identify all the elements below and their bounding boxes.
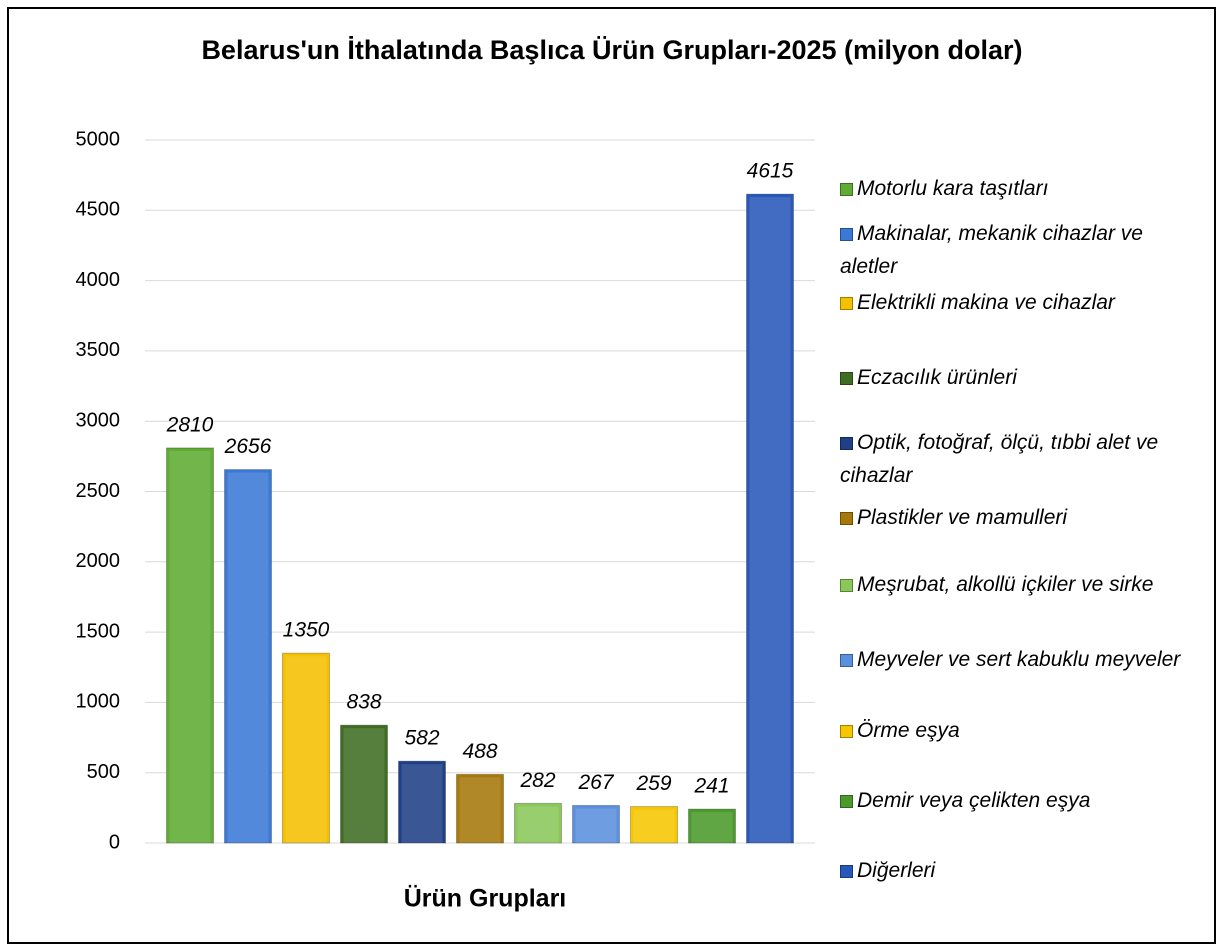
y-tick-label: 0 [109, 831, 120, 853]
bar-bevel [285, 656, 327, 843]
bar-bevel [633, 809, 675, 843]
bar [166, 447, 214, 844]
y-tick-label: 3500 [76, 339, 121, 361]
legend-swatch [840, 654, 853, 667]
bar [746, 193, 794, 844]
bar [398, 760, 446, 844]
legend-swatch [840, 795, 853, 808]
bar-bevel [401, 764, 443, 843]
y-tick-label: 5000 [76, 128, 121, 150]
legend-label: Diğerleri [857, 859, 936, 882]
legend-label: Plastikler ve mamulleri [857, 506, 1068, 529]
legend-entry: Örme eşya [840, 714, 1205, 747]
bar [514, 802, 562, 844]
legend-entry: Eczacılık ürünleri [840, 361, 1205, 394]
legend-label: Meyveler ve sert kabuklu meyveler [857, 648, 1181, 671]
bar-bevel [343, 728, 385, 843]
y-tick-label: 4000 [76, 269, 121, 291]
bar-bevel [517, 806, 559, 843]
legend-swatch [840, 297, 853, 310]
y-tick-label: 1500 [76, 620, 121, 642]
legend-label: Motorlu kara taşıtları [857, 177, 1049, 200]
bar-bevel [459, 777, 501, 843]
data-label: 267 [577, 771, 614, 794]
bar [340, 724, 388, 844]
bar-bevel [575, 808, 617, 843]
legend-entry: Optik, fotoğraf, ölçü, tıbbi alet ve cih… [840, 426, 1205, 492]
bar-bevel [227, 472, 269, 843]
legend-swatch [840, 865, 853, 878]
bar [224, 469, 272, 844]
data-label: 4615 [747, 160, 794, 183]
y-tick-label: 4500 [76, 199, 121, 221]
legend-swatch [840, 512, 853, 525]
chart-title: Belarus'un İthalatında Başlıca Ürün Grup… [201, 35, 1022, 65]
bar [688, 808, 736, 844]
data-label: 838 [346, 691, 381, 714]
data-label: 282 [519, 769, 555, 792]
data-label: 488 [462, 740, 497, 763]
y-tick-label: 2000 [76, 550, 121, 572]
bar-bevel [691, 812, 733, 843]
y-tick-label: 3000 [76, 409, 121, 431]
legend-label: Demir veya çelikten eşya [857, 789, 1091, 812]
legend-label: Eczacılık ürünleri [857, 366, 1017, 389]
legend-entry: Meşrubat, alkollü içkiler ve sirke [840, 568, 1205, 601]
y-tick-label: 500 [87, 761, 120, 783]
data-label: 2810 [166, 413, 214, 436]
y-tick-label: 2500 [76, 480, 121, 502]
legend-entry: Elektrikli makina ve cihazlar [840, 286, 1205, 319]
legend-swatch [840, 725, 853, 738]
data-label: 241 [693, 775, 729, 798]
legend-swatch [840, 183, 853, 196]
legend-entry: Demir veya çelikten eşya [840, 784, 1205, 817]
legend-label: Elektrikli makina ve cihazlar [857, 291, 1115, 314]
bar [282, 652, 330, 844]
bar [572, 804, 620, 844]
legend-swatch [840, 437, 853, 450]
x-axis-label: Ürün Grupları [404, 884, 567, 913]
legend-label: Optik, fotoğraf, ölçü, tıbbi alet ve cih… [840, 431, 1159, 487]
legend-entry: Diğerleri [840, 854, 1205, 887]
bar-bevel [169, 450, 211, 843]
legend-swatch [840, 372, 853, 385]
bar-bevel [749, 197, 791, 844]
legend-entry: Plastikler ve mamulleri [840, 501, 1205, 534]
data-label: 1350 [283, 619, 330, 642]
bar [456, 773, 504, 844]
data-label: 2656 [224, 435, 272, 458]
bar [630, 806, 678, 844]
legend-entry: Motorlu kara taşıtları [840, 172, 1205, 205]
legend-entry: Makinalar, mekanik cihazlar ve aletler [840, 217, 1205, 283]
legend-label: Örme eşya [857, 719, 960, 742]
y-tick-label: 1000 [76, 691, 121, 713]
legend-swatch [840, 228, 853, 241]
data-label: 582 [404, 727, 439, 750]
legend-label: Makinalar, mekanik cihazlar ve aletler [840, 222, 1143, 278]
legend-swatch [840, 579, 853, 592]
legend-label: Meşrubat, alkollü içkiler ve sirke [857, 573, 1154, 596]
data-label: 259 [635, 772, 671, 795]
legend-entry: Meyveler ve sert kabuklu meyveler [840, 643, 1205, 676]
